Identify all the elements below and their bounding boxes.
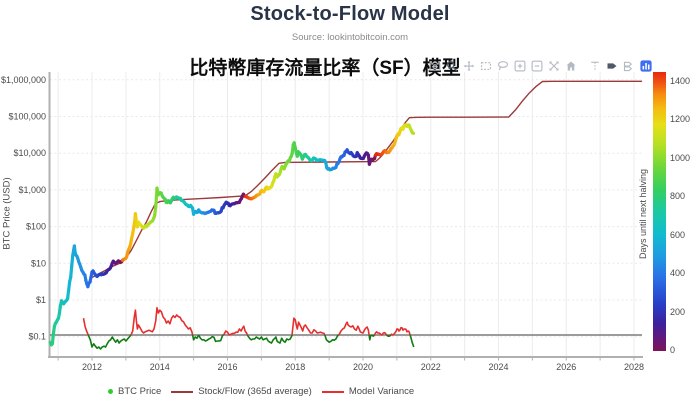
legend-item-stock-flow[interactable]: Stock/Flow (365d average) (171, 386, 312, 397)
colorbar-tick-label: 200 (670, 306, 686, 317)
zoom-icon[interactable] (445, 59, 458, 72)
camera-icon[interactable] (428, 59, 441, 72)
zoom-in-icon[interactable] (513, 59, 526, 72)
box-select-icon[interactable] (479, 59, 492, 72)
x-tick-label: 2022 (421, 362, 441, 372)
plotly-modebar (428, 59, 652, 72)
btc-price-series (48, 123, 416, 347)
legend-item-model-variance[interactable]: Model Variance (321, 386, 415, 397)
colorbar-tick-label: 1000 (670, 152, 691, 163)
spikeline-icon[interactable] (588, 59, 601, 72)
y-tick-label: $1 (36, 295, 46, 305)
colorbar (653, 72, 666, 351)
y-tick-label: $10,000 (13, 148, 46, 158)
page-subtitle: Source: lookintobitcoin.com (291, 32, 409, 43)
home-icon[interactable] (564, 59, 577, 72)
x-tick-label: 2016 (217, 362, 237, 372)
colorbar-tick-label: 400 (670, 268, 686, 279)
tick-labels: 2012 2014 2016 2018 2020 2022 2024 2026 2028 $1,0… (1, 75, 644, 372)
x-tick-label: 2018 (285, 362, 305, 372)
x-tick-label: 2024 (488, 362, 508, 372)
y-axis-title: BTC Price (USD) (1, 177, 13, 250)
autoscale-icon[interactable] (547, 59, 560, 72)
stock-flow-model-line (90, 80, 643, 279)
y-tick-label: $10 (31, 258, 46, 268)
plotly-logo-icon[interactable] (639, 59, 652, 72)
colorbar-tick-label: 0 (670, 345, 676, 355)
x-tick-label: 2012 (82, 362, 102, 372)
stock-flow-swatch-icon (171, 390, 194, 393)
colorbar-title: Days until next halving (638, 168, 648, 260)
lasso-icon[interactable] (496, 59, 509, 72)
x-tick-label: 2026 (556, 362, 576, 372)
pan-icon[interactable] (462, 59, 475, 72)
y-tick-label: $100,000 (8, 112, 46, 122)
colorbar-tick-label: 800 (670, 191, 686, 202)
btc-price-swatch-icon (108, 389, 113, 394)
colorbar-tick-label: 1200 (670, 114, 691, 125)
colorbar-tick-label: 600 (670, 229, 686, 240)
legend-label: BTC Price (118, 386, 162, 397)
y-tick-label: $1,000,000 (1, 75, 46, 85)
axes (48, 72, 643, 361)
y-tick-label: $0.1 (28, 332, 46, 342)
legend-item-btc-price[interactable]: BTC Price (108, 386, 161, 397)
chart-overlay-title: 比特幣庫存流量比率（SF）模型 (189, 58, 461, 79)
x-tick-label: 2020 (353, 362, 373, 372)
zoom-out-icon[interactable] (530, 59, 543, 72)
legend: BTC Price Stock/Flow (365d average) Mode… (108, 386, 414, 397)
page-title: Stock-to-Flow Model (250, 3, 450, 25)
model-variance-swatch-icon (321, 390, 344, 393)
plot-area[interactable] (50, 72, 642, 357)
legend-label: Stock/Flow (365d average) (198, 386, 312, 397)
model-variance-series (82, 307, 415, 350)
y-tick-label: $100 (26, 222, 46, 232)
y-tick-label: $1,000 (18, 185, 46, 195)
legend-label: Model Variance (348, 386, 415, 397)
hover-closest-icon[interactable] (605, 59, 618, 72)
x-tick-label: 2014 (150, 362, 170, 372)
x-tick-label: 2028 (624, 362, 644, 372)
colorbar-tick-label: 1400 (670, 76, 691, 87)
hover-compare-icon[interactable] (622, 59, 635, 72)
